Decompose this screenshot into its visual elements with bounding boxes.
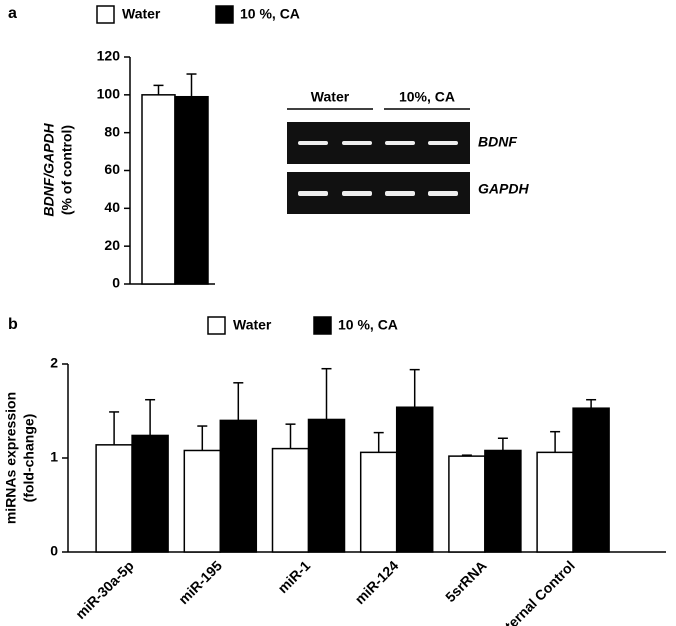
y-axis-label: BDNF/GAPDH <box>41 122 57 216</box>
bar <box>219 419 258 553</box>
bar <box>484 449 522 553</box>
x-tick-label: miR-30a-5p <box>72 557 137 622</box>
bar <box>307 418 346 553</box>
y-tick-label: 40 <box>104 199 120 215</box>
y-axis-label: (% of control) <box>59 125 75 215</box>
legend-label: 10 %, CA <box>240 6 300 22</box>
legend-label: Water <box>233 317 272 333</box>
y-axis-label: miRNAs expression <box>3 392 19 524</box>
y-axis-label: (fold-change) <box>21 414 37 503</box>
gel: Water 10%, CA BDNF GAPDH <box>287 89 529 214</box>
legend-label: Water <box>122 6 161 22</box>
gel-bands <box>298 141 458 196</box>
bar <box>359 451 398 553</box>
bar <box>174 95 209 285</box>
y-tick-label: 0 <box>50 543 58 559</box>
legend-label: 10 %, CA <box>338 317 398 333</box>
x-tick-label: Internal Control <box>493 557 578 626</box>
legend-swatch <box>313 316 332 335</box>
legend-swatch <box>207 316 226 335</box>
legend-swatch <box>96 5 115 24</box>
gel-group-label: 10%, CA <box>399 89 455 105</box>
bar <box>448 455 486 553</box>
gel-group-label: Water <box>311 89 350 105</box>
x-tick-label: miR-124 <box>352 557 402 607</box>
bar <box>95 444 133 553</box>
y-tick-label: 1 <box>50 449 58 465</box>
gel-row-label: GAPDH <box>478 181 529 197</box>
bar <box>131 434 169 553</box>
panel-label: b <box>8 316 18 333</box>
bar <box>183 449 222 553</box>
y-tick-label: 80 <box>104 123 120 139</box>
y-tick-label: 0 <box>112 275 120 291</box>
y-tick-label: 60 <box>104 161 120 177</box>
x-tick-label: miR-1 <box>274 557 313 596</box>
x-tick-label: miR-195 <box>175 557 225 607</box>
y-tick-label: 2 <box>50 355 58 371</box>
bar <box>395 406 434 553</box>
y-tick-label: 120 <box>97 48 121 64</box>
x-tick-label: 5srRNA <box>442 557 490 605</box>
bar <box>141 94 176 285</box>
bar <box>572 407 610 553</box>
bar <box>271 447 310 553</box>
bar <box>536 451 574 553</box>
y-tick-label: 20 <box>104 237 120 253</box>
gel-row-label: BDNF <box>478 134 517 150</box>
y-tick-label: 100 <box>97 86 121 102</box>
legend-swatch <box>215 5 234 24</box>
panel-label: a <box>8 5 17 22</box>
